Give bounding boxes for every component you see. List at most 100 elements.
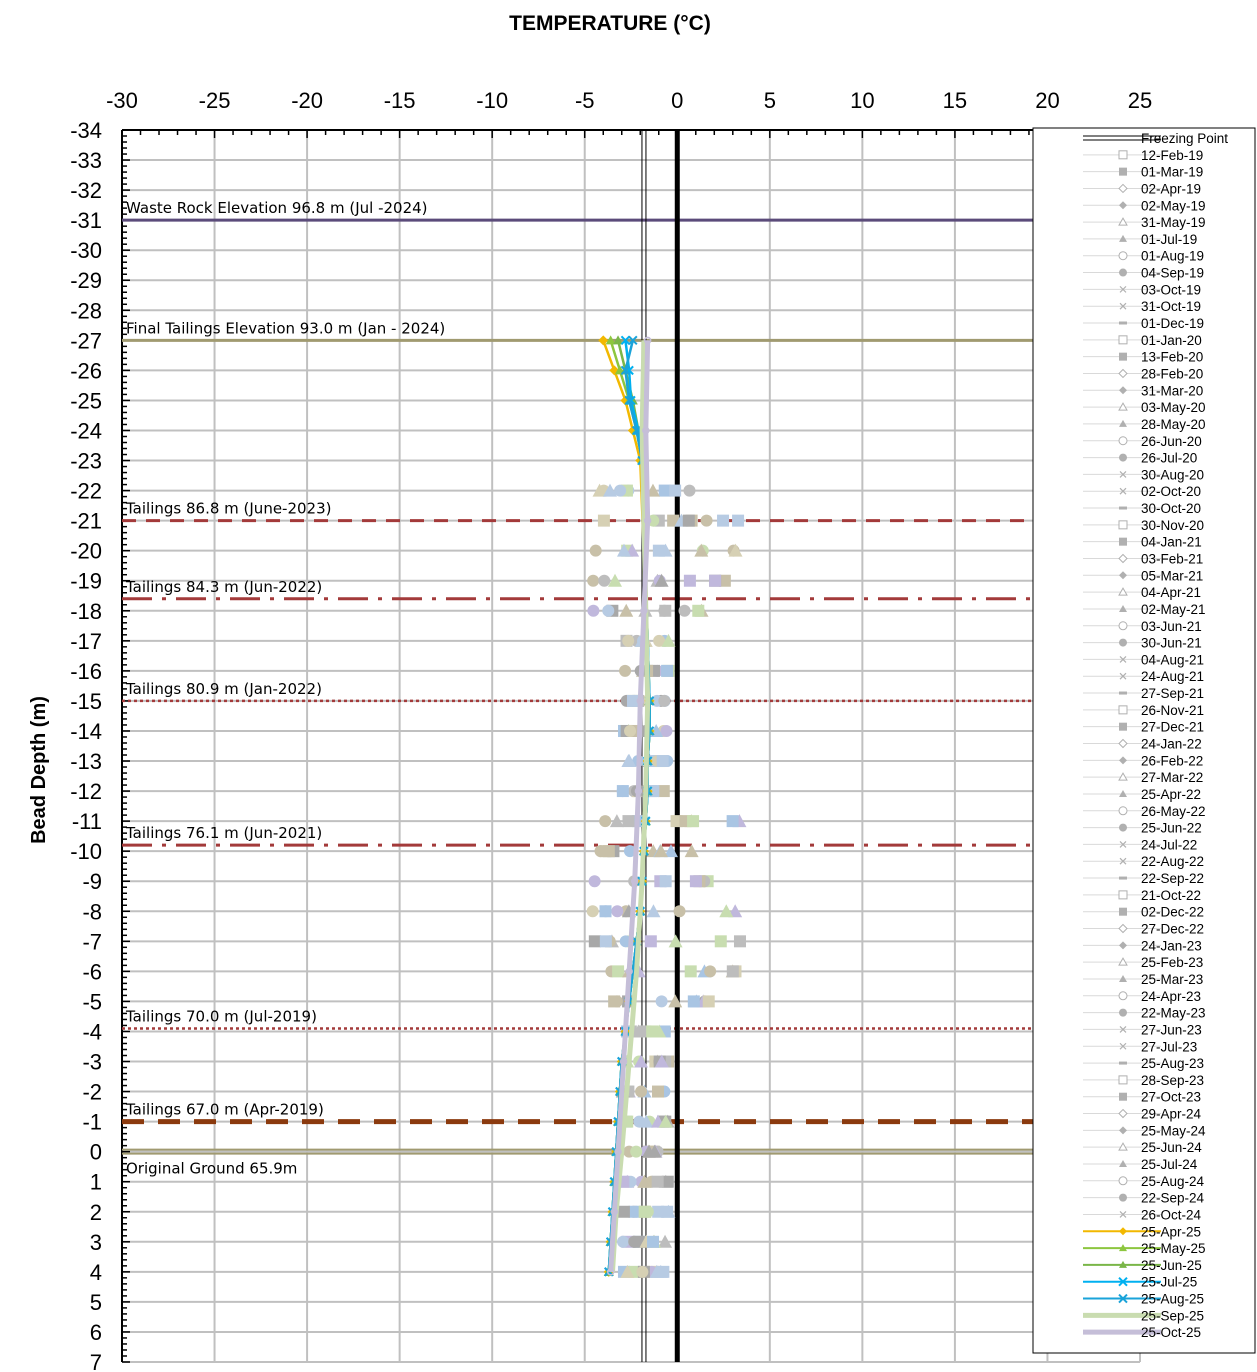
series bbox=[598, 335, 655, 1277]
scatter-marker bbox=[682, 514, 695, 527]
series-point bbox=[628, 335, 638, 346]
y-tick-label: 4 bbox=[90, 1260, 102, 1285]
legend-label: 04-Jan-21 bbox=[1141, 535, 1202, 550]
series-point bbox=[610, 1208, 619, 1216]
legend-item: 29-Apr-24 bbox=[1083, 1107, 1202, 1122]
scatter-marker bbox=[658, 1234, 673, 1248]
legend-label: 02-Oct-20 bbox=[1141, 484, 1201, 499]
annotation-label: Tailings 76.1 m (Jun-2021) bbox=[125, 824, 322, 842]
scatter-marker bbox=[586, 905, 599, 918]
scatter-marker bbox=[626, 694, 639, 707]
x-tick-label: -25 bbox=[199, 88, 231, 113]
series-point bbox=[613, 335, 624, 345]
legend-label: 01-Jul-19 bbox=[1141, 232, 1197, 247]
legend-item: 04-Sep-19 bbox=[1083, 266, 1204, 281]
legend-marker bbox=[1118, 183, 1128, 194]
legend-item: 26-Oct-24 bbox=[1083, 1207, 1202, 1222]
legend-label: 28-May-20 bbox=[1141, 417, 1206, 432]
y-tick-label: 6 bbox=[90, 1320, 102, 1345]
legend-marker bbox=[1119, 1193, 1127, 1202]
legend-label: 24-Jul-22 bbox=[1141, 837, 1197, 852]
scatter-marker bbox=[598, 574, 611, 587]
legend-item: 25-Aug-25 bbox=[1083, 1292, 1204, 1307]
legend-marker bbox=[1118, 1075, 1128, 1085]
legend-label: 24-Apr-23 bbox=[1141, 989, 1201, 1004]
x-tick-label: 5 bbox=[764, 88, 776, 113]
legend-item: 25-Jun-22 bbox=[1083, 821, 1202, 836]
legend-marker bbox=[1119, 1126, 1127, 1135]
series-line bbox=[608, 340, 651, 1273]
x-tick-label: 25 bbox=[1128, 88, 1152, 113]
legend-item: 13-Feb-20 bbox=[1083, 350, 1203, 365]
scatter-marker bbox=[630, 1145, 643, 1158]
legend-marker bbox=[1119, 789, 1127, 797]
legend-label: 24-Jan-23 bbox=[1141, 938, 1202, 953]
legend-label: 27-Jun-23 bbox=[1141, 1022, 1202, 1037]
y-tick-label: -17 bbox=[70, 629, 102, 654]
scatter-marker bbox=[647, 514, 660, 527]
scatter-marker bbox=[652, 1024, 667, 1038]
series-point bbox=[619, 1057, 628, 1066]
legend-label: 24-Aug-21 bbox=[1141, 669, 1204, 684]
legend-label: 25-Aug-23 bbox=[1141, 1056, 1204, 1071]
legend-label: 27-Dec-21 bbox=[1141, 720, 1204, 735]
annotation-label: Tailings 80.9 m (Jan-2022) bbox=[125, 680, 322, 698]
x-tick-label: 0 bbox=[671, 88, 683, 113]
scatter-marker bbox=[661, 633, 676, 647]
legend-item: 25-Apr-22 bbox=[1083, 787, 1201, 802]
scatter-marker bbox=[709, 574, 722, 587]
legend-label: 25-Aug-24 bbox=[1141, 1174, 1205, 1189]
legend-label: 26-Jul-20 bbox=[1141, 451, 1197, 466]
y-tick-label: 2 bbox=[90, 1200, 102, 1225]
scatter-marker bbox=[608, 573, 623, 587]
scatter-marker bbox=[619, 664, 632, 677]
scatter-marker bbox=[678, 604, 691, 617]
scatter-marker bbox=[620, 1264, 635, 1278]
legend-item: 22-Aug-22 bbox=[1083, 854, 1204, 869]
legend-marker bbox=[1119, 604, 1127, 612]
scatter-marker bbox=[732, 514, 745, 527]
x-tick-label: -5 bbox=[575, 88, 595, 113]
series-point bbox=[605, 335, 616, 345]
legend-item: 24-Jan-23 bbox=[1083, 938, 1202, 953]
y-tick-label: -23 bbox=[70, 449, 102, 474]
legend-marker bbox=[1119, 268, 1127, 277]
scatter-marker bbox=[668, 994, 683, 1008]
legend-item: 25-Jul-25 bbox=[1083, 1275, 1197, 1290]
legend-item: 26-May-22 bbox=[1083, 804, 1206, 819]
legend-label: 03-Feb-21 bbox=[1141, 551, 1203, 566]
legend-marker bbox=[1118, 890, 1128, 900]
legend-item: 01-Mar-19 bbox=[1083, 165, 1203, 180]
legend-label: 27-Dec-22 bbox=[1141, 922, 1204, 937]
legend-marker bbox=[1119, 453, 1127, 462]
y-tick-label: -6 bbox=[82, 959, 102, 984]
x-axis-ticks: -30 -25 -20 -15 -10 -5 0 5 10 15 20 25 bbox=[106, 88, 1152, 113]
legend-item: 31-May-19 bbox=[1083, 215, 1206, 230]
scatter-marker bbox=[587, 604, 600, 617]
legend-label: 31-Oct-19 bbox=[1141, 299, 1201, 314]
legend-marker bbox=[1119, 487, 1127, 495]
scatter-marker bbox=[616, 785, 629, 798]
legend-marker bbox=[1118, 806, 1128, 816]
legend-marker bbox=[1119, 352, 1127, 361]
scatter-marker bbox=[597, 514, 610, 527]
scatter-marker bbox=[719, 904, 734, 918]
legend-item: 25-Jun-25 bbox=[1083, 1258, 1202, 1273]
legend-marker bbox=[1118, 335, 1128, 345]
legend-marker bbox=[1118, 251, 1128, 261]
scatter-marker bbox=[726, 965, 739, 978]
scatter-marker bbox=[657, 785, 670, 798]
legend-label: 25-Feb-23 bbox=[1141, 955, 1203, 970]
x-tick-label: -30 bbox=[106, 88, 138, 113]
legend-label: 30-Jun-21 bbox=[1141, 636, 1202, 651]
legend-label: 21-Oct-22 bbox=[1141, 888, 1201, 903]
series-point bbox=[598, 335, 609, 346]
y-tick-label: -24 bbox=[70, 418, 102, 443]
legend-label: 01-Jan-20 bbox=[1141, 333, 1202, 348]
legend-item: 03-Feb-21 bbox=[1083, 551, 1203, 566]
legend-item: 30-Nov-20 bbox=[1083, 518, 1204, 533]
scatter-marker bbox=[692, 604, 705, 617]
series-line bbox=[609, 340, 651, 1273]
legend-marker bbox=[1118, 1293, 1128, 1304]
y-tick-label: 7 bbox=[90, 1350, 102, 1372]
